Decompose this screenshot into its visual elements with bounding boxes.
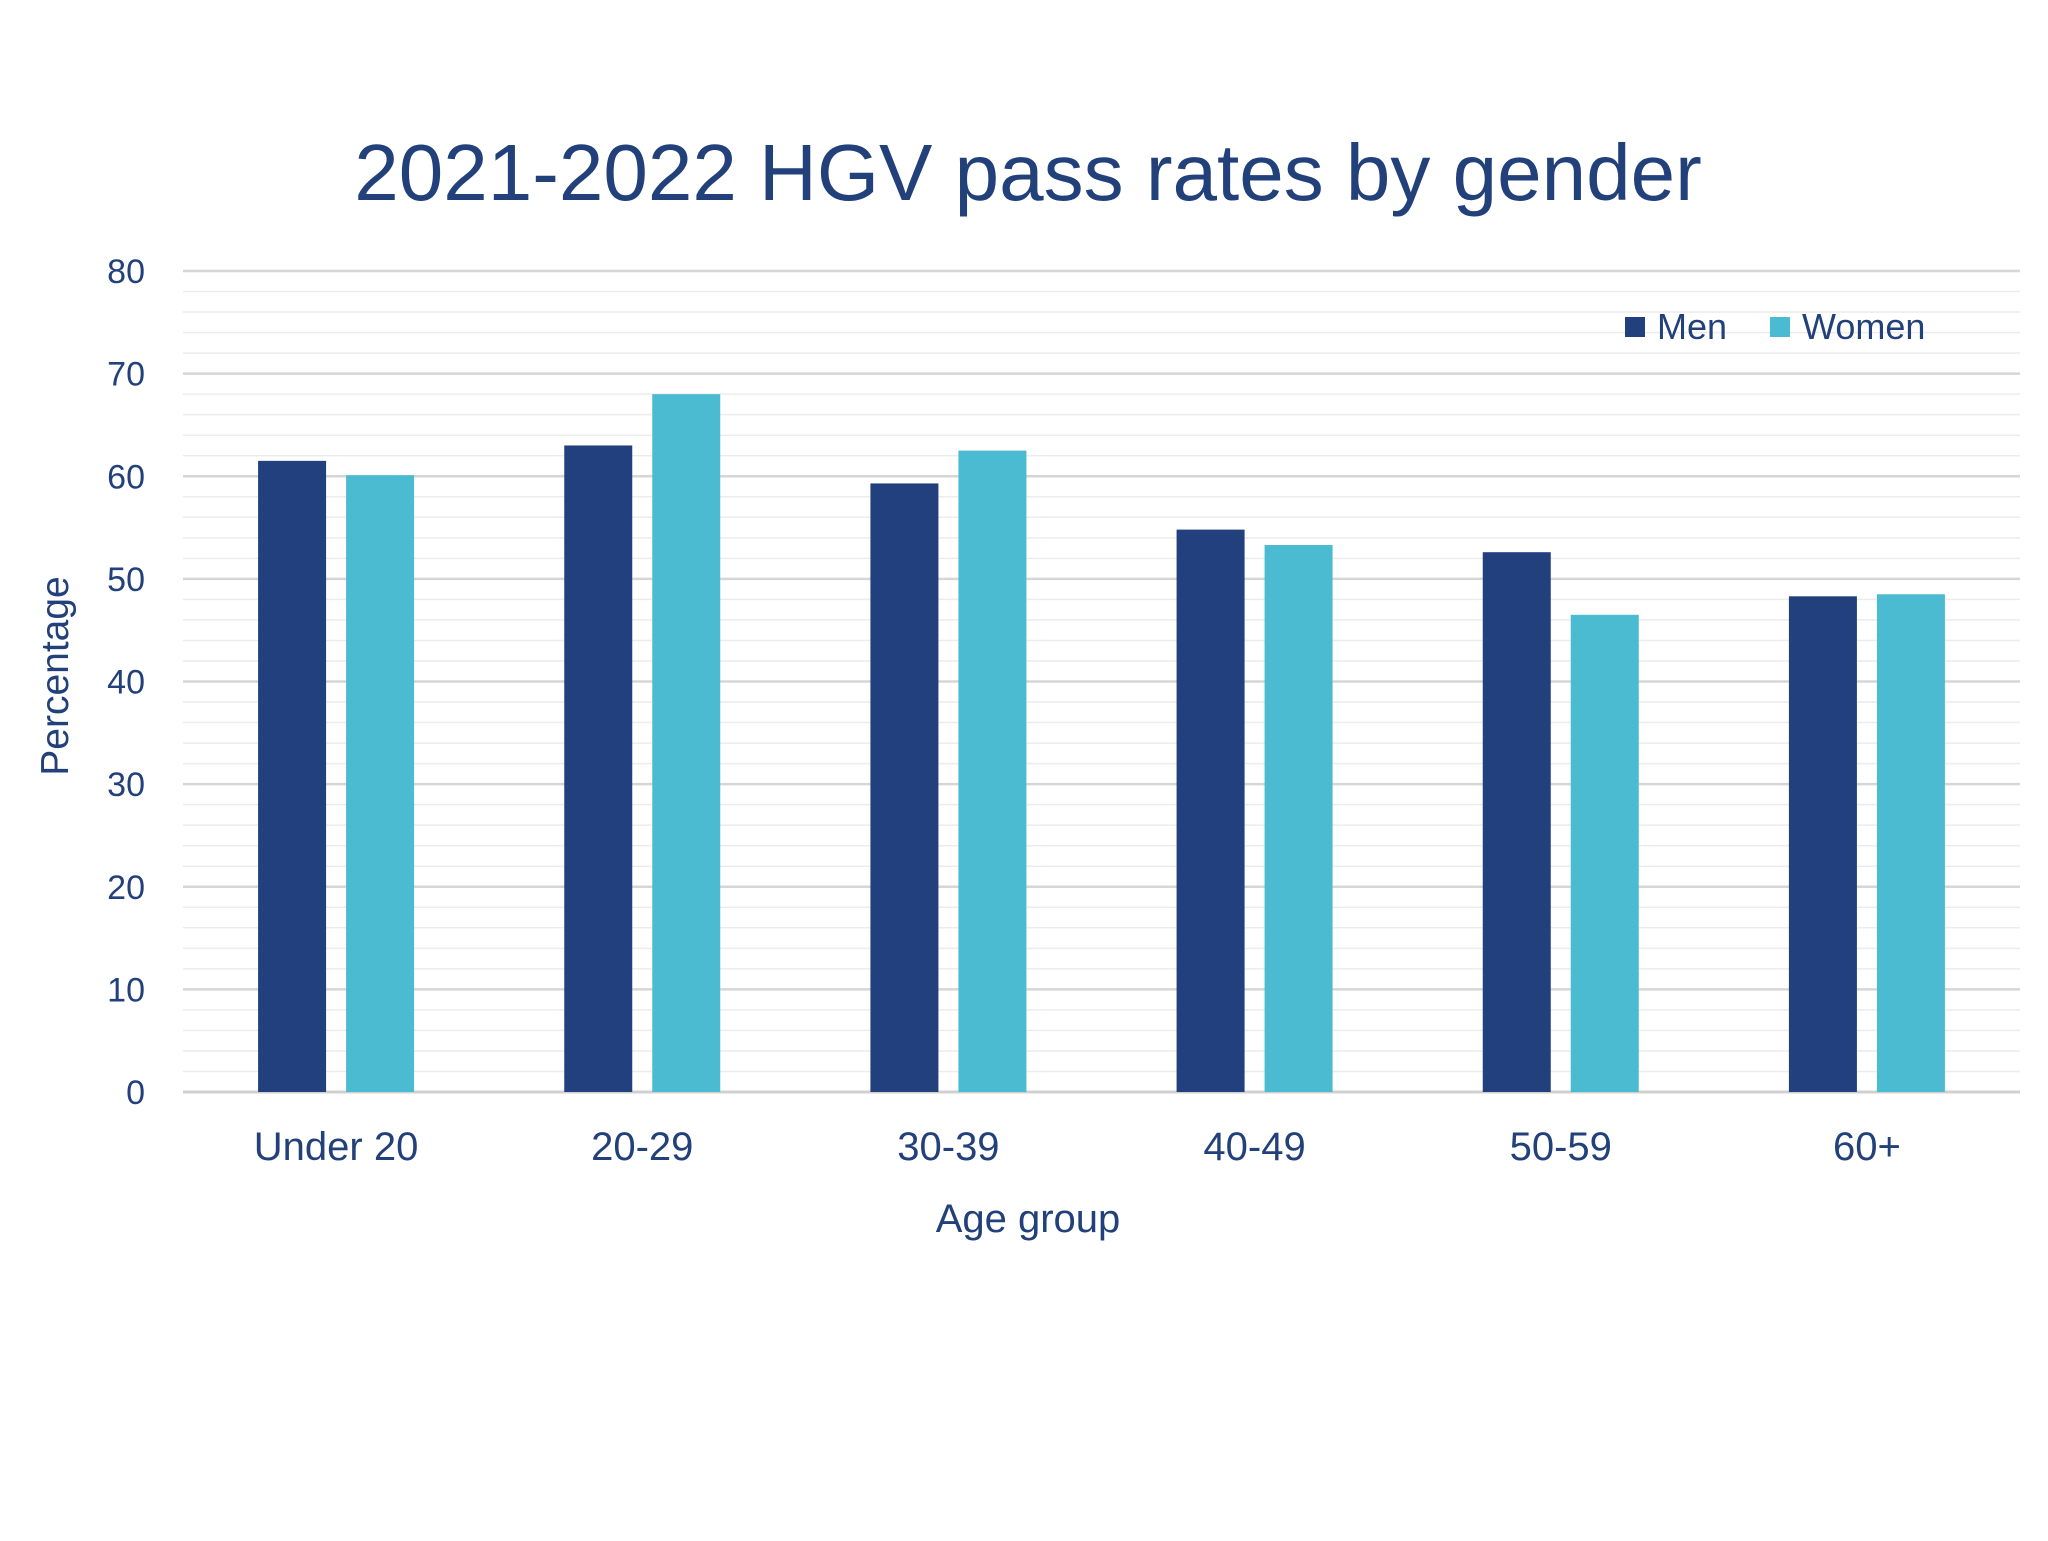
- bar-men: [564, 445, 633, 1092]
- bar-women: [958, 450, 1027, 1092]
- x-tick-label: 20-29: [591, 1125, 693, 1169]
- y-tick-label: 50: [107, 561, 145, 599]
- x-tick-label: Under 20: [254, 1125, 419, 1169]
- bar-women: [1264, 545, 1333, 1092]
- legend-swatch-women: [1770, 317, 1790, 337]
- bar-women: [1570, 614, 1639, 1092]
- y-tick-label: 20: [107, 869, 145, 907]
- gridlines: [183, 269, 2020, 1094]
- bar-women: [652, 394, 721, 1092]
- y-tick-label: 60: [107, 458, 145, 496]
- bar-men: [870, 483, 939, 1093]
- bar-men: [1482, 552, 1551, 1092]
- legend-swatch-men: [1625, 317, 1645, 337]
- bar-men: [1788, 596, 1857, 1092]
- x-tick-label: 50-59: [1510, 1125, 1612, 1169]
- bars: [258, 394, 1945, 1093]
- legend-label-women: Women: [1802, 306, 1925, 347]
- y-tick-label: 30: [107, 766, 145, 804]
- y-tick-label: 10: [107, 971, 145, 1009]
- x-axis-label: Age group: [936, 1197, 1121, 1241]
- bar-men: [258, 460, 327, 1092]
- legend-label-men: Men: [1657, 306, 1727, 347]
- legend: Men Women: [1625, 306, 1925, 347]
- y-tick-label: 70: [107, 356, 145, 394]
- y-tick-labels: 0 10 20 30 40 50 60 70 80: [107, 253, 145, 1112]
- x-tick-label: 30-39: [897, 1125, 999, 1169]
- bar-women: [346, 475, 415, 1092]
- y-tick-label: 80: [107, 253, 145, 291]
- y-tick-label: 40: [107, 664, 145, 702]
- y-tick-label: 0: [126, 1074, 145, 1112]
- x-tick-labels: Under 20 20-29 30-39 40-49 50-59 60+: [254, 1125, 1901, 1169]
- x-tick-label: 40-49: [1203, 1125, 1305, 1169]
- y-axis-label: Percentage: [34, 576, 77, 775]
- bar-men: [1176, 529, 1245, 1092]
- x-tick-label: 60+: [1833, 1125, 1901, 1169]
- bar-women: [1876, 594, 1945, 1092]
- chart-title: 2021-2022 HGV pass rates by gender: [354, 128, 1702, 217]
